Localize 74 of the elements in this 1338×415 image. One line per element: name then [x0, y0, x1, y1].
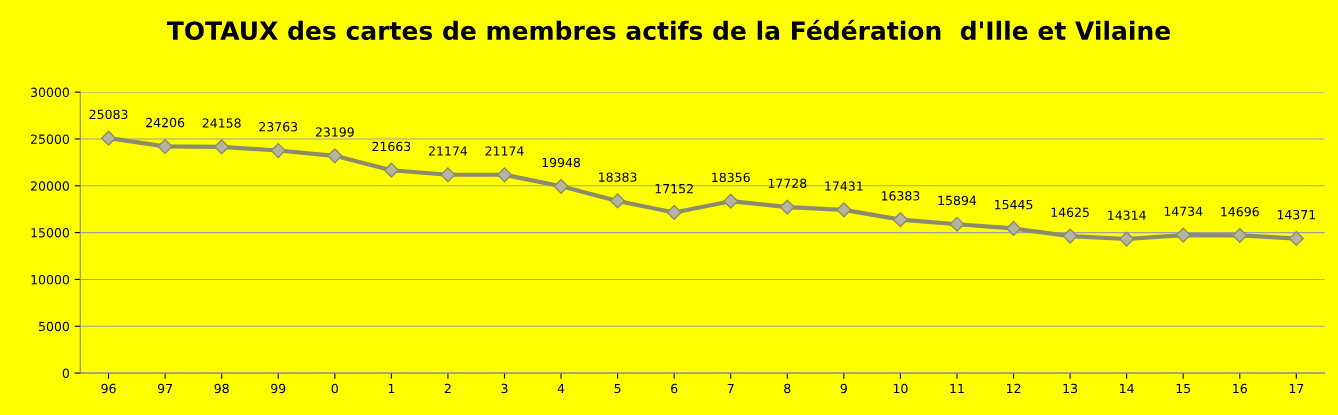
point	[1232, 227, 1248, 244]
data-label: 14314	[1108, 210, 1146, 220]
data-label: 15894	[938, 195, 977, 206]
data-label: 16383	[881, 191, 920, 201]
data-label: 21174	[428, 146, 468, 156]
x-tick-label: 97	[157, 383, 173, 394]
y-tick-label: 0	[62, 368, 70, 379]
y-tick-label: 5000	[39, 321, 70, 332]
point	[327, 148, 343, 164]
x-tick-label: 99	[271, 383, 286, 394]
x-tick-label: 6	[671, 383, 678, 394]
x-tick-label: 98	[214, 383, 229, 394]
x-tick-label: 7	[727, 383, 734, 393]
y-tick-label: 20000	[31, 181, 70, 191]
x-tick-label: 16	[1233, 383, 1247, 394]
point	[496, 167, 513, 183]
point	[892, 212, 908, 228]
x-tick-label: 1	[388, 383, 395, 393]
point	[157, 138, 173, 154]
x-tick-label: 3	[501, 383, 508, 394]
data-label: 14696	[1221, 206, 1259, 217]
point	[1005, 220, 1022, 237]
chart-title: TOTAUX des cartes de membres actifs de la Fédération d'Ille et Vilaine	[166, 19, 1171, 41]
x-tick-label: 17	[1289, 383, 1304, 393]
point	[1288, 230, 1304, 247]
data-label: 14734	[1164, 206, 1203, 217]
x-tick-label: 2	[444, 383, 451, 393]
data-label: 18383	[599, 172, 637, 182]
x-tick-label: 5	[614, 383, 621, 394]
x-tick-label: 11	[950, 383, 964, 393]
x-tick-label: 10	[893, 383, 908, 394]
y-tick-label: 10000	[31, 274, 70, 285]
x-tick-label: 13	[1063, 383, 1078, 394]
data-label: 24158	[202, 118, 241, 128]
data-label: 25083	[89, 109, 128, 120]
x-tick-label: 4	[557, 383, 565, 393]
data-label: 17728	[768, 178, 807, 188]
data-label: 18356	[712, 172, 750, 183]
y-tick-label: 30000	[31, 87, 70, 98]
point	[553, 178, 569, 194]
data-label: 24206	[146, 117, 185, 128]
x-tick-label: 9	[840, 383, 847, 394]
data-label: 19948	[542, 157, 581, 168]
data-label: 21174	[485, 146, 524, 156]
point	[383, 162, 399, 178]
data-label: 17431	[825, 181, 863, 191]
point	[610, 193, 626, 209]
data-label: 23763	[259, 122, 298, 132]
data-label: 15445	[995, 200, 1033, 210]
point	[666, 204, 682, 221]
data-label: 14371	[1277, 209, 1316, 220]
point	[1062, 228, 1078, 244]
data-label: 21663	[372, 141, 411, 152]
point	[440, 167, 456, 183]
point	[1119, 231, 1135, 247]
y-tick-label: 25000	[31, 134, 70, 144]
point	[270, 142, 286, 159]
point	[1175, 227, 1191, 243]
x-tick-label: 8	[784, 383, 791, 394]
point	[949, 216, 965, 232]
x-tick-label: 0	[331, 383, 338, 394]
point	[214, 139, 230, 155]
point	[779, 199, 795, 215]
data-label: 14625	[1051, 207, 1089, 218]
point	[723, 193, 739, 209]
point	[100, 130, 117, 146]
data-label: 17152	[655, 183, 693, 194]
y-tick-label: 15000	[31, 228, 70, 238]
point	[836, 202, 852, 218]
x-tick-label: 15	[1176, 383, 1191, 394]
x-tick-label: 96	[101, 383, 116, 394]
x-tick-label: 14	[1120, 383, 1134, 393]
data-label: 23199	[315, 127, 354, 137]
x-tick-label: 12	[1006, 383, 1021, 393]
